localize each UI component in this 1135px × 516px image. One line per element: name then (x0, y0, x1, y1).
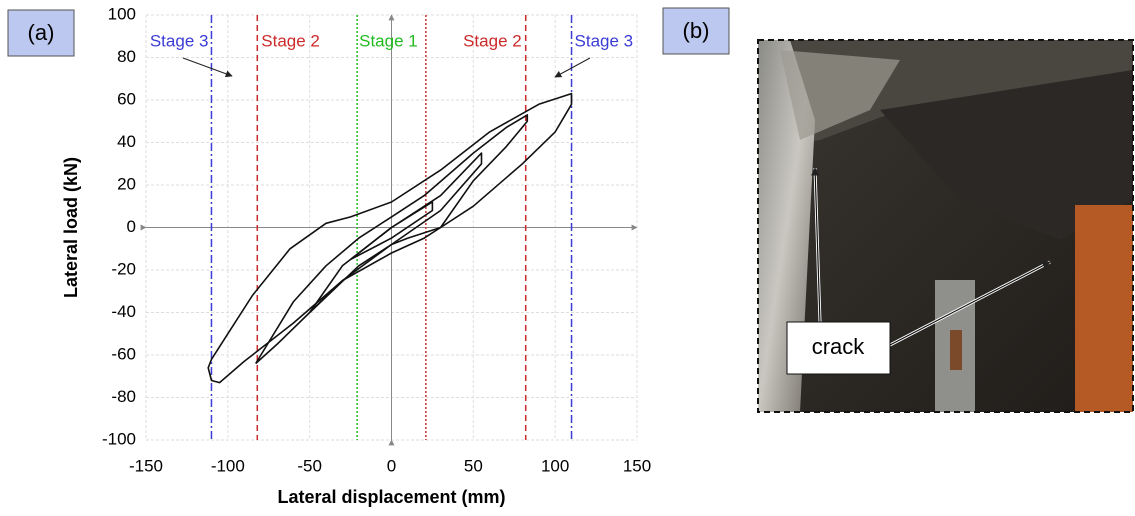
x-tick-label: 50 (464, 456, 483, 475)
panel-label-box (7, 9, 75, 57)
stage-label: Stage 3 (150, 31, 209, 50)
y-tick-label: 100 (108, 4, 136, 23)
y-tick-label: 60 (117, 89, 136, 108)
x-tick-label: -100 (211, 456, 245, 475)
x-tick-label: -150 (129, 456, 163, 475)
x-tick-label: -50 (297, 456, 322, 475)
y-tick-label: -60 (111, 344, 136, 363)
y-tick-label: -80 (111, 387, 136, 406)
hysteresis-loop (350, 201, 434, 261)
hysteresis-loop (207, 92, 573, 384)
x-axis-label: Lateral displacement (mm) (277, 487, 505, 507)
chart-area: -100 -80 -60 -40 -20 0 20 40 60 80 100 -150 -100 -50 0… (61, 4, 651, 506)
stage-label: Stage 1 (359, 31, 418, 50)
y-tick-label: -100 (102, 429, 136, 448)
x-tick-label: 150 (623, 456, 651, 475)
x-tick-label: 0 (387, 456, 396, 475)
y-tick-label: -20 (111, 259, 136, 278)
y-tick-label: 20 (117, 174, 136, 193)
y-tick-label: -40 (111, 302, 136, 321)
stage-label: Stage 2 (463, 31, 522, 50)
panel-label: (b) (683, 18, 710, 43)
stage-label: Stage 3 (575, 31, 634, 50)
y-tick-label: 40 (117, 132, 136, 151)
y-axis-label: Lateral load (kN) (61, 157, 81, 298)
annotation-arrow (554, 57, 591, 78)
photo: crack (757, 39, 1134, 413)
panel-label: (a) (28, 20, 55, 45)
y-tick-label: 80 (117, 47, 136, 66)
x-tick-label: 100 (541, 456, 569, 475)
panel-label-box (662, 7, 730, 55)
hysteresis-loop (255, 114, 529, 365)
crack-label: crack (812, 334, 866, 359)
stage-label: Stage 2 (261, 31, 320, 50)
annotation-arrow (182, 57, 233, 78)
y-tick-label: 0 (127, 217, 136, 236)
